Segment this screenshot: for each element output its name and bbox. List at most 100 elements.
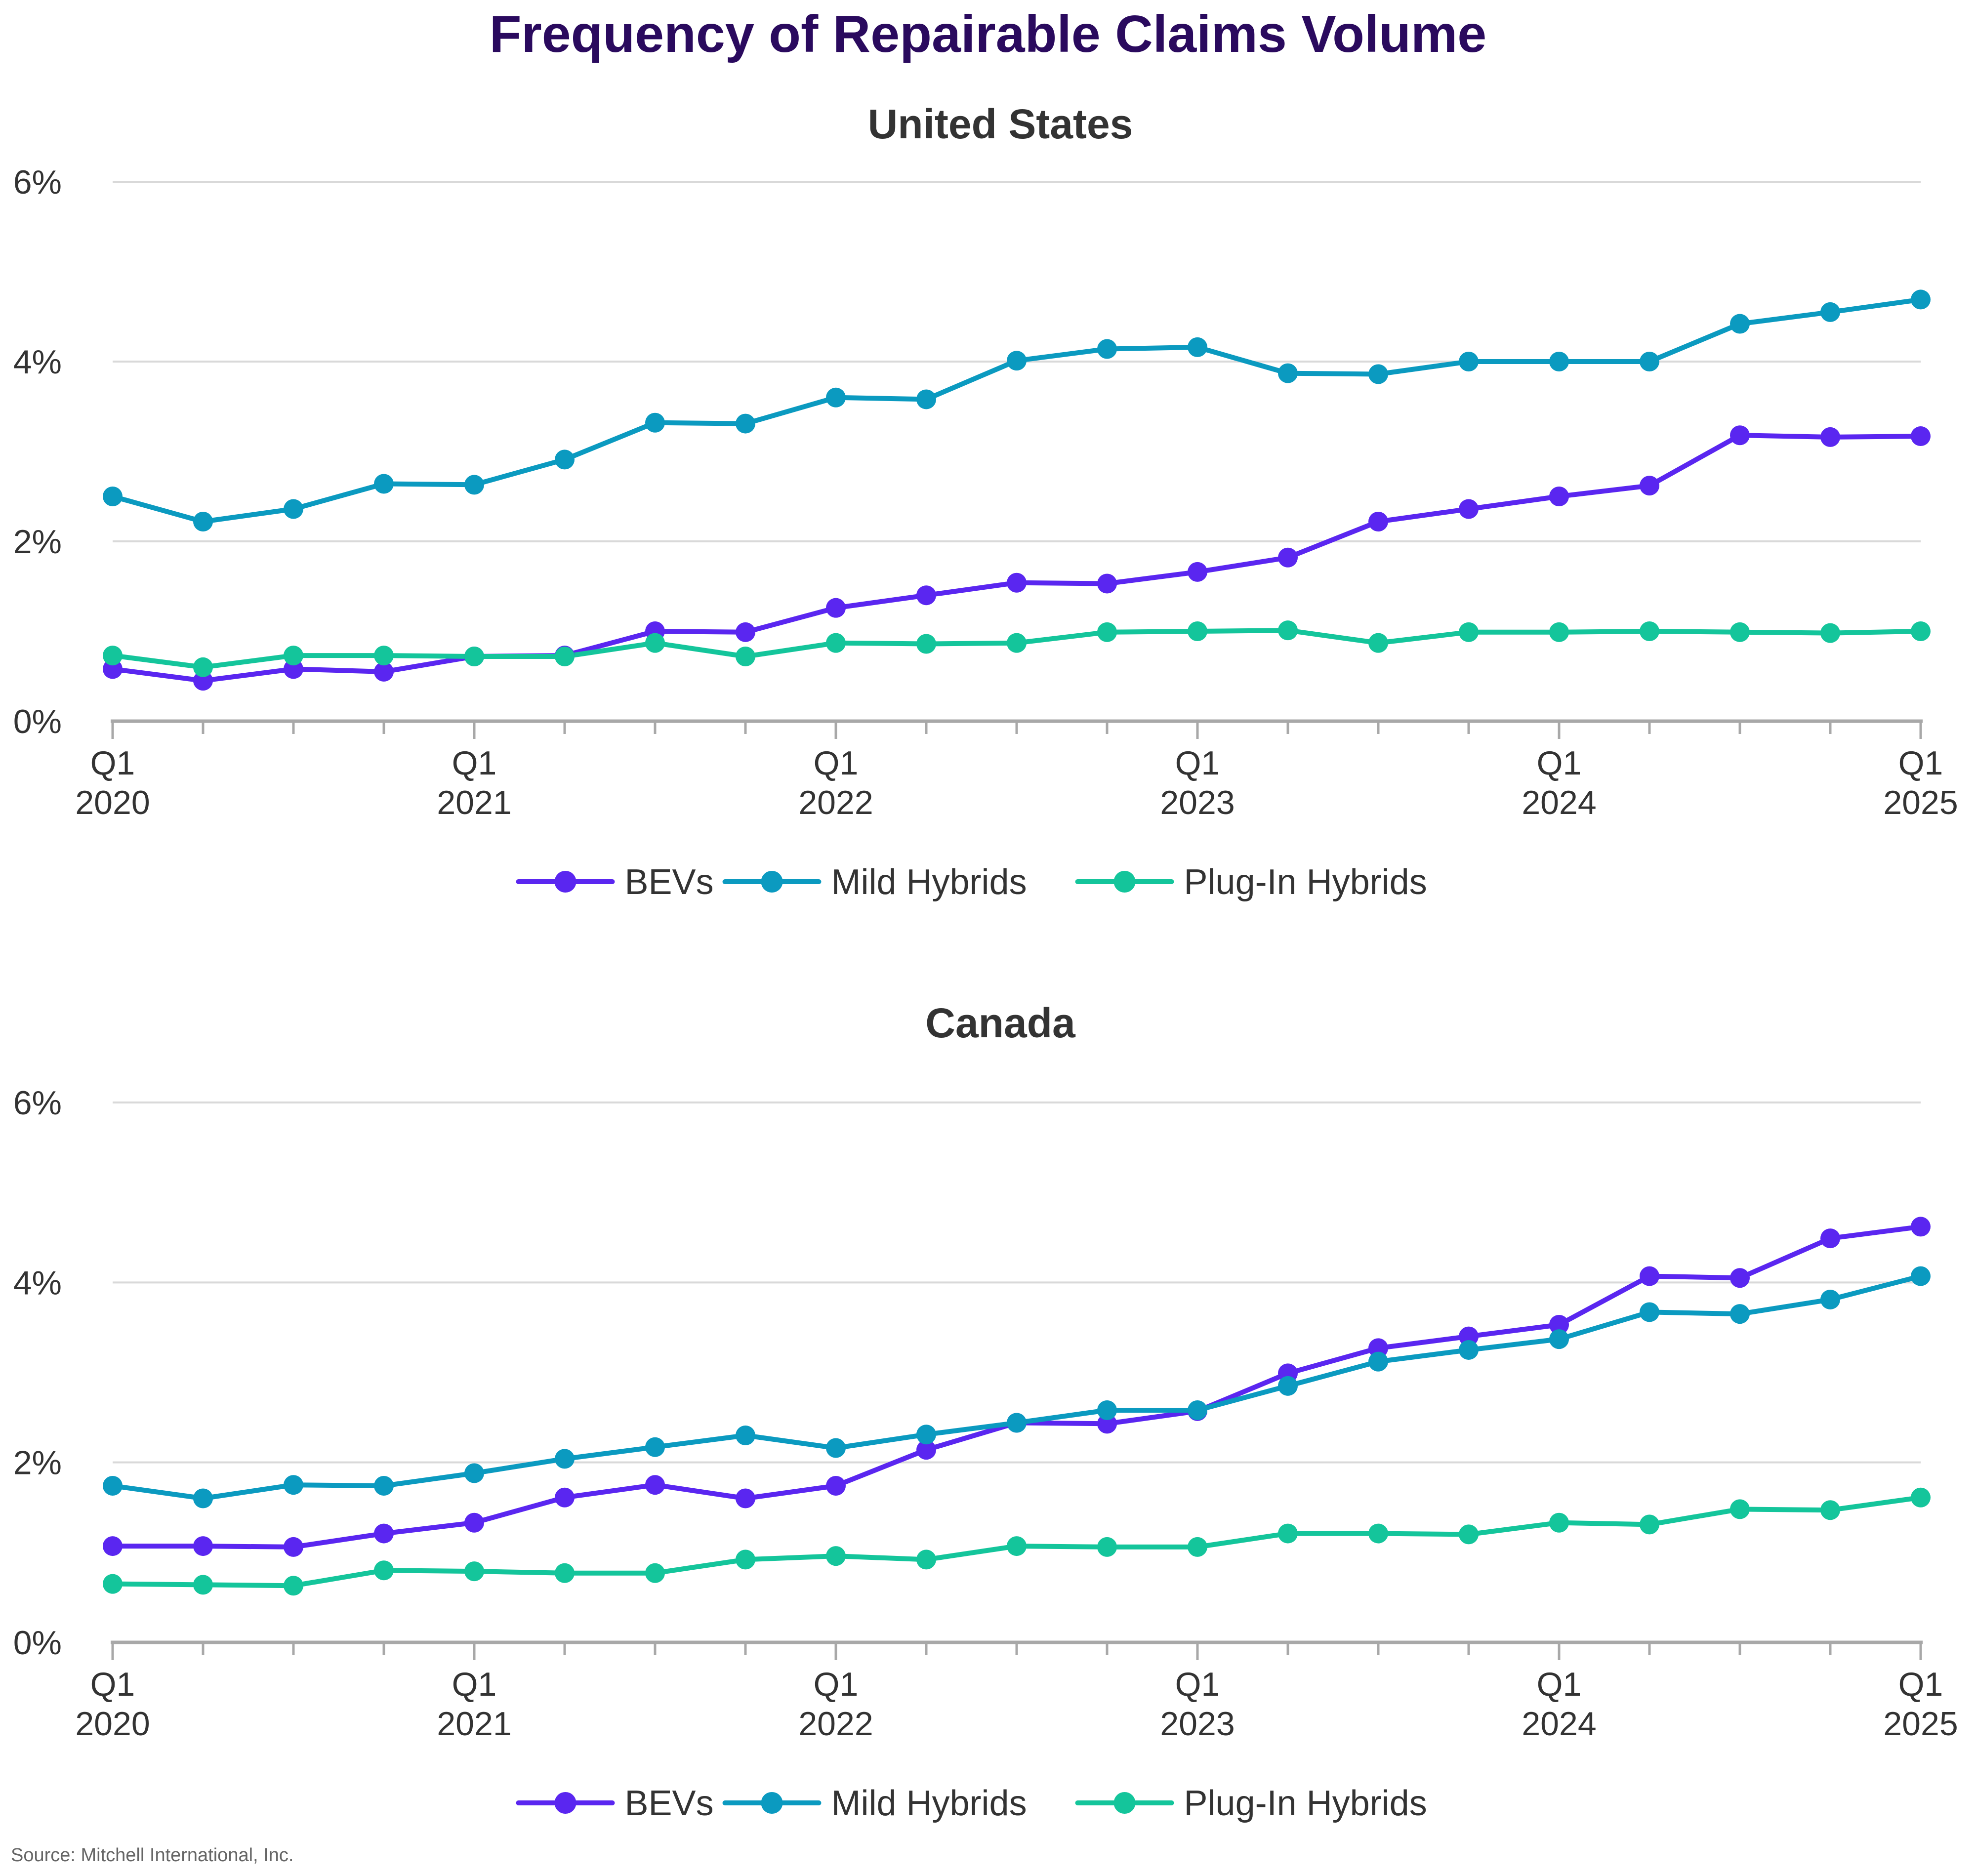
canada-bevs-point [736,1488,755,1509]
us-mild-hybrids-point [464,475,484,495]
canada-plug-in-hybrids-point [1097,1537,1117,1557]
canada-legend-item-plug-in-hybrids: Plug-In Hybrids [1075,1784,1427,1823]
us-bevs-point [1911,426,1931,447]
us-plug-in-hybrids-point [374,646,394,666]
us-mild-hybrids-point [103,487,123,506]
us-plug-in-hybrids-point [1730,622,1750,642]
us-y-tick-label: 2% [13,523,62,561]
canada-plug-in-hybrids-point [1730,1499,1750,1519]
canada-mild-hybrids-point [1188,1400,1207,1421]
us-bevs-point [736,622,755,642]
us-x-tick-label: Q1 2021 [437,744,511,821]
canada-bevs-point [193,1536,213,1556]
us-mild-hybrids-point [1188,337,1207,357]
canada-x-tick-label: Q1 2021 [437,1666,511,1743]
canada-y-tick-label: 2% [13,1444,62,1482]
canada-mild-hybrids-point [645,1437,665,1457]
canada-bevs-point [1368,1338,1388,1358]
canada-bevs-point [284,1537,303,1557]
us-plug-in-hybrids-point [916,634,936,654]
us-mild-hybrids-point [374,474,394,494]
canada-legend-item-mild-hybrids: Mild Hybrids [722,1784,1027,1823]
canada-mild-hybrids-point [826,1438,846,1458]
us-plug-in-hybrids-point [1459,622,1479,642]
canada-y-tick-label: 0% [13,1624,62,1662]
canada-chart: Canada 0% 2% 4% 6% Q1 2020 Q1 2021 Q1 2022 Q1 2023 Q… [13,1000,1958,1823]
canada-bevs-point [374,1523,394,1544]
canada-plug-in-hybrids-point [736,1550,755,1570]
canada-plug-in-hybrids-point [103,1574,123,1594]
canada-mild-hybrids-point [284,1475,303,1495]
us-mild-hybrids-point [284,499,303,519]
canada-plug-in-hybrids-point [1820,1500,1840,1520]
us-chart: United States 0% 2% 4% 6% Q1 2020 Q1 2021 Q1 2022… [13,101,1958,902]
canada-mild-hybrids-point [193,1488,213,1509]
canada-bevs-point [464,1512,484,1533]
us-mild-hybrids-point [1007,351,1027,371]
canada-mild-hybrids-point [736,1426,755,1446]
us-mild-hybrids-point [645,412,665,433]
us-x-tick-label: Q1 2023 [1160,744,1235,821]
us-legend-item-bevs: BEVs [516,862,714,902]
us-bevs-point [1459,499,1479,519]
us-y-tick-label: 0% [13,703,62,740]
us-bevs-point [1007,572,1027,593]
us-mild-hybrids-point [1911,289,1931,310]
us-bevs-point [1278,547,1298,568]
canada-x-tick-label: Q1 2022 [798,1666,873,1743]
canada-chart-title: Canada [925,1000,1076,1046]
us-bevs-point [374,661,394,682]
us-bevs-point [1097,573,1117,594]
canada-plug-in-hybrids-point [193,1575,213,1595]
us-legend-item-plug-in-hybrids: Plug-In Hybrids [1075,862,1427,902]
us-plug-in-hybrids-point [1549,622,1569,642]
us-bevs-point [826,598,846,618]
canada-bevs-point [1549,1314,1569,1335]
canada-bevs-point [645,1475,665,1495]
chart-title: Frequency of Repairable Claims Volume [490,5,1487,63]
canada-mild-hybrids-point [1368,1351,1388,1372]
canada-legend-label: Plug-In Hybrids [1184,1784,1427,1823]
canada-bevs-point [826,1476,846,1496]
us-plug-in-hybrids-point [1640,621,1659,641]
canada-plug-in-hybrids-point [1640,1514,1659,1535]
canada-plug-in-hybrids-point [826,1546,846,1566]
us-legend-swatch-dot [554,871,576,893]
canada-legend-item-bevs: BEVs [516,1784,714,1823]
us-x-tick-label: Q1 2020 [75,744,150,821]
us-plug-in-hybrids-point [464,646,484,666]
us-bevs-point [1640,476,1659,496]
us-plug-in-hybrids-point [736,646,755,666]
us-plug-in-hybrids-point [1188,621,1207,641]
canada-bevs-point [1459,1326,1479,1346]
us-bevs-point [1730,425,1750,446]
canada-plug-in-hybrids-point [1368,1523,1388,1544]
canada-plug-in-hybrids-point [464,1561,484,1582]
us-plug-in-hybrids-point [555,646,575,666]
us-legend-label: Plug-In Hybrids [1184,862,1427,902]
canada-bevs-point [1640,1266,1659,1286]
us-plug-in-hybrids-point [193,657,213,677]
us-mild-hybrids-point [555,449,575,470]
canada-mild-hybrids-point [1820,1289,1840,1309]
canada-plug-in-hybrids-point [1549,1512,1569,1533]
us-bevs-point [1549,487,1569,506]
canada-plug-in-hybrids-point [284,1576,303,1596]
us-y-tick-label: 4% [13,343,62,381]
canada-x-tick-label: Q1 2025 [1883,1666,1958,1743]
us-plug-in-hybrids-point [1368,633,1388,653]
us-mild-hybrids-point [1278,363,1298,383]
us-plug-in-hybrids-point [1097,622,1117,642]
us-legend-swatch-dot [761,871,783,893]
canada-mild-hybrids-point [103,1476,123,1496]
us-bevs-point [916,585,936,606]
canada-mild-hybrids-point [374,1476,394,1496]
canada-plug-in-hybrids-point [555,1563,575,1583]
canada-y-tick-label: 6% [13,1084,62,1122]
canada-mild-hybrids-point [1911,1266,1931,1286]
us-legend-item-mild-hybrids: Mild Hybrids [722,862,1027,902]
canada-x-tick-label: Q1 2020 [75,1666,150,1743]
us-y-tick-label: 6% [13,163,62,201]
us-plug-in-hybrids-point [1911,621,1931,641]
